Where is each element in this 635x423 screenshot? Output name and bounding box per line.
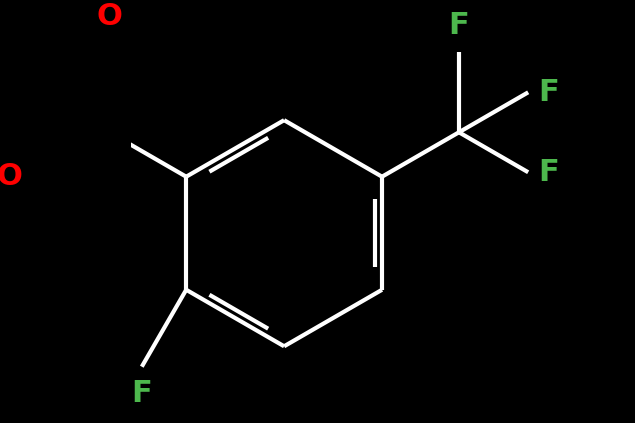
Text: F: F bbox=[538, 158, 559, 187]
Text: F: F bbox=[131, 379, 152, 408]
Text: F: F bbox=[448, 11, 469, 40]
Text: F: F bbox=[538, 78, 559, 107]
Text: O: O bbox=[97, 3, 122, 31]
Text: O: O bbox=[0, 162, 22, 191]
